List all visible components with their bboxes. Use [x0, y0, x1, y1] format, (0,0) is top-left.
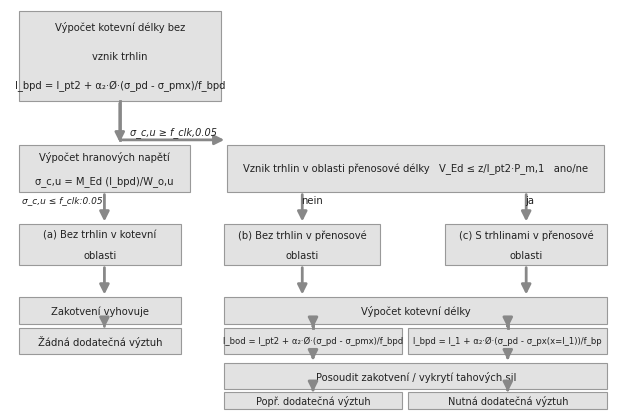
Text: Posoudit zakotvení / vykrytí tahových sil: Posoudit zakotvení / vykrytí tahových si… [316, 371, 516, 382]
FancyBboxPatch shape [224, 297, 607, 324]
Text: Výpočet hranových napětí: Výpočet hranových napětí [39, 152, 170, 163]
FancyBboxPatch shape [224, 328, 402, 354]
Text: oblasti: oblasti [83, 250, 116, 260]
Text: nein: nein [300, 195, 322, 205]
Text: l_bpd = l_pt2 + α₂·Ø·(σ_pd - σ_pmx)/f_bpd: l_bpd = l_pt2 + α₂·Ø·(σ_pd - σ_pmx)/f_bp… [14, 81, 225, 92]
FancyBboxPatch shape [224, 225, 381, 265]
Text: vznik trhlin: vznik trhlin [92, 52, 148, 62]
FancyBboxPatch shape [19, 225, 181, 265]
FancyBboxPatch shape [445, 225, 607, 265]
FancyBboxPatch shape [408, 328, 607, 354]
Text: Žádná dodatečná výztuh: Žádná dodatečná výztuh [38, 335, 162, 347]
Text: oblasti: oblasti [285, 250, 319, 260]
FancyBboxPatch shape [408, 392, 607, 409]
Text: Vznik trhlin v oblasti přenosové délky   V_Ed ≤ z/l_pt2·P_m,1   ano/ne: Vznik trhlin v oblasti přenosové délky V… [243, 164, 588, 175]
Text: oblasti: oblasti [510, 250, 543, 260]
Text: l_bod = l_pt2 + α₂·Ø·(σ_pd - σ_pmx)/f_bpd: l_bod = l_pt2 + α₂·Ø·(σ_pd - σ_pmx)/f_bp… [223, 337, 403, 346]
Text: σ_c,u = M_Ed (l_bpd)/W_o,u: σ_c,u = M_Ed (l_bpd)/W_o,u [35, 175, 173, 186]
Text: ja: ja [525, 195, 533, 205]
Text: Popř. dodatečná výztuh: Popř. dodatečná výztuh [255, 395, 371, 406]
Text: σ_c,u ≤ f_clk:0.05: σ_c,u ≤ f_clk:0.05 [21, 195, 102, 204]
FancyBboxPatch shape [224, 392, 402, 409]
FancyBboxPatch shape [19, 12, 221, 101]
FancyBboxPatch shape [19, 297, 181, 324]
FancyBboxPatch shape [227, 146, 605, 192]
FancyBboxPatch shape [19, 328, 181, 354]
FancyBboxPatch shape [224, 363, 607, 389]
Text: (c) S trhlinami v přenosové: (c) S trhlinami v přenosové [459, 230, 593, 240]
FancyBboxPatch shape [19, 146, 190, 192]
Text: l_bpd = l_1 + α₂·Ø·(σ_pd - σ_px(x=l_1))/f_bp: l_bpd = l_1 + α₂·Ø·(σ_pd - σ_px(x=l_1))/… [413, 337, 602, 346]
Text: Zakotvení vyhovuje: Zakotvení vyhovuje [51, 306, 149, 316]
Text: Nutná dodatečná výztuh: Nutná dodatečná výztuh [448, 395, 568, 406]
Text: Výpočet kotevní délky bez: Výpočet kotevní délky bez [54, 21, 185, 33]
Text: (b) Bez trhlin v přenosové: (b) Bez trhlin v přenosové [238, 230, 367, 240]
Text: σ_c,u ≥ f_clk,0.05: σ_c,u ≥ f_clk,0.05 [130, 126, 217, 137]
Text: (a) Bez trhlin v kotevní: (a) Bez trhlin v kotevní [43, 230, 156, 240]
Text: Výpočet kotevní délky: Výpočet kotevní délky [361, 305, 471, 316]
